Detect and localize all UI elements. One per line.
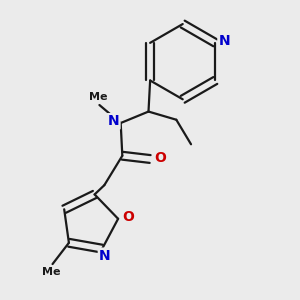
Text: N: N	[99, 249, 111, 263]
Text: Me: Me	[42, 267, 60, 277]
Text: N: N	[108, 114, 119, 128]
Text: O: O	[122, 210, 134, 224]
Text: O: O	[155, 151, 167, 165]
Text: Me: Me	[88, 92, 107, 102]
Text: N: N	[219, 34, 230, 48]
